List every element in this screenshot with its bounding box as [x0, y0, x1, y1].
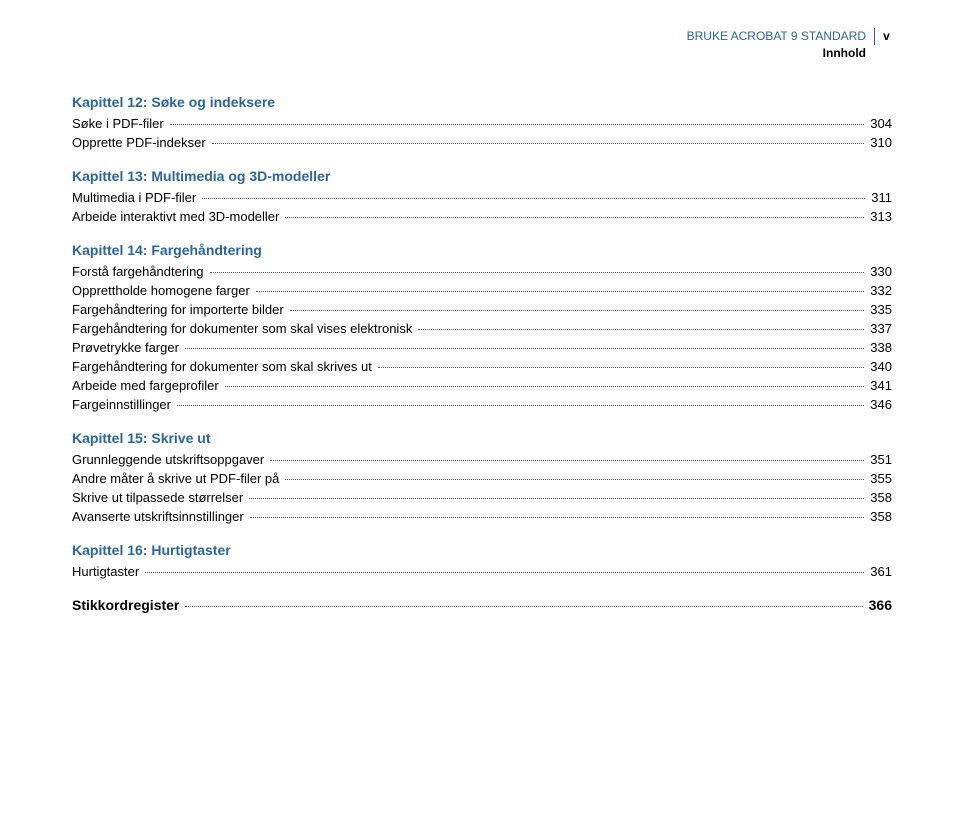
toc-chapter: Kapittel 14: Fargehåndtering Forstå farge…	[72, 242, 892, 412]
toc-leader-dots	[285, 479, 864, 480]
toc-label: Søke i PDF-filer	[72, 116, 168, 131]
toc-page-number: 337	[866, 321, 892, 336]
toc-entry[interactable]: Arbeide med fargeprofiler 341	[72, 378, 892, 393]
toc-page-number: 340	[866, 359, 892, 374]
toc-entry[interactable]: Skrive ut tilpassede størrelser 358	[72, 490, 892, 505]
toc-page-number: 351	[866, 452, 892, 467]
toc-label: Arbeide interaktivt med 3D-modeller	[72, 209, 283, 224]
toc-entry[interactable]: Prøvetrykke farger 338	[72, 340, 892, 355]
toc-entry[interactable]: Avanserte utskriftsinnstillinger 358	[72, 509, 892, 524]
toc-entry[interactable]: Opprette PDF-indekser 310	[72, 135, 892, 150]
toc-chapter: Kapittel 15: Skrive ut Grunnleggende utsk…	[72, 430, 892, 524]
toc-label: Arbeide med fargeprofiler	[72, 378, 223, 393]
toc-leader-dots	[185, 606, 862, 607]
toc-page-number: 346	[866, 397, 892, 412]
header-row: BRUKE ACROBAT 9 STANDARD v	[72, 28, 892, 45]
toc-entry[interactable]: Grunnleggende utskriftsoppgaver 351	[72, 452, 892, 467]
toc-entry[interactable]: Opprettholde homogene farger 332	[72, 283, 892, 298]
toc-page-number: 310	[866, 135, 892, 150]
toc-leader-dots	[250, 517, 865, 518]
chapter-title[interactable]: Kapittel 14: Fargehåndtering	[72, 242, 892, 258]
toc-label: Skrive ut tilpassede størrelser	[72, 490, 247, 505]
toc-leader-dots	[249, 498, 864, 499]
section-name: Innhold	[72, 45, 892, 62]
toc-leader-dots	[212, 143, 865, 144]
toc-label: Grunnleggende utskriftsoppgaver	[72, 452, 268, 467]
toc-page-number: 366	[865, 597, 892, 613]
toc-label: Opprette PDF-indekser	[72, 135, 210, 150]
toc-label: Avanserte utskriftsinnstillinger	[72, 509, 248, 524]
toc-leader-dots	[170, 124, 865, 125]
toc-entry[interactable]: Fargehåndtering for dokumenter som skal …	[72, 321, 892, 336]
toc-label: Fargehåndtering for dokumenter som skal …	[72, 359, 376, 374]
toc-entry[interactable]: Forstå fargehåndtering 330	[72, 264, 892, 279]
toc-label: Opprettholde homogene farger	[72, 283, 254, 298]
toc-label: Forstå fargehåndtering	[72, 264, 208, 279]
page-number: v	[874, 28, 892, 45]
toc-page-number: 330	[866, 264, 892, 279]
toc-chapter: Kapittel 16: Hurtigtaster Hurtigtaster 361	[72, 542, 892, 579]
toc-label: Prøvetrykke farger	[72, 340, 183, 355]
toc-leader-dots	[225, 386, 865, 387]
toc-leader-dots	[378, 367, 864, 368]
toc-leader-dots	[210, 272, 865, 273]
toc-label: Fargehåndtering for importerte bilder	[72, 302, 288, 317]
toc-entry[interactable]: Arbeide interaktivt med 3D-modeller 313	[72, 209, 892, 224]
toc-chapter: Kapittel 12: Søke og indeksere Søke i PDF…	[72, 94, 892, 150]
toc-entry[interactable]: Stikkordregister 366	[72, 597, 892, 613]
toc-entry[interactable]: Fargehåndtering for importerte bilder 335	[72, 302, 892, 317]
toc-label: Hurtigtaster	[72, 564, 143, 579]
toc-page-number: 332	[866, 283, 892, 298]
page-header: BRUKE ACROBAT 9 STANDARD v Innhold	[72, 28, 892, 62]
toc-page-number: 335	[866, 302, 892, 317]
toc-leader-dots	[177, 405, 864, 406]
chapter-title[interactable]: Kapittel 12: Søke og indeksere	[72, 94, 892, 110]
toc-label: Fargeinnstillinger	[72, 397, 175, 412]
toc-container: Kapittel 12: Søke og indeksere Søke i PDF…	[72, 94, 892, 613]
chapter-title[interactable]: Kapittel 13: Multimedia og 3D-modeller	[72, 168, 892, 184]
toc-leader-dots	[418, 329, 864, 330]
toc-entry[interactable]: Multimedia i PDF-filer 311	[72, 190, 892, 205]
toc-label: Multimedia i PDF-filer	[72, 190, 200, 205]
toc-page-number: 355	[866, 471, 892, 486]
chapter-title[interactable]: Kapittel 15: Skrive ut	[72, 430, 892, 446]
toc-label: Stikkordregister	[72, 597, 183, 613]
toc-leader-dots	[270, 460, 864, 461]
toc-entry[interactable]: Fargeinnstillinger 346	[72, 397, 892, 412]
toc-leader-dots	[290, 310, 865, 311]
toc-leader-dots	[256, 291, 865, 292]
toc-leader-dots	[202, 198, 865, 199]
chapter-title[interactable]: Kapittel 16: Hurtigtaster	[72, 542, 892, 558]
toc-leader-dots	[285, 217, 864, 218]
toc-page-number: 311	[867, 190, 892, 205]
toc-page-number: 313	[866, 209, 892, 224]
toc-entry[interactable]: Fargehåndtering for dokumenter som skal …	[72, 359, 892, 374]
toc-entry[interactable]: Søke i PDF-filer 304	[72, 116, 892, 131]
toc-entry[interactable]: Andre måter å skrive ut PDF-filer på 355	[72, 471, 892, 486]
toc-entry[interactable]: Hurtigtaster 361	[72, 564, 892, 579]
toc-label: Andre måter å skrive ut PDF-filer på	[72, 471, 283, 486]
toc-leader-dots	[185, 348, 864, 349]
toc-page-number: 361	[866, 564, 892, 579]
toc-page-number: 304	[866, 116, 892, 131]
toc-page-number: 358	[866, 509, 892, 524]
toc-page-number: 358	[866, 490, 892, 505]
doc-title: BRUKE ACROBAT 9 STANDARD	[687, 28, 866, 45]
toc-label: Fargehåndtering for dokumenter som skal …	[72, 321, 416, 336]
toc-index-section: Stikkordregister 366	[72, 597, 892, 613]
toc-leader-dots	[145, 572, 864, 573]
toc-chapter: Kapittel 13: Multimedia og 3D-modeller Mu…	[72, 168, 892, 224]
toc-page-number: 341	[866, 378, 892, 393]
toc-page-number: 338	[866, 340, 892, 355]
